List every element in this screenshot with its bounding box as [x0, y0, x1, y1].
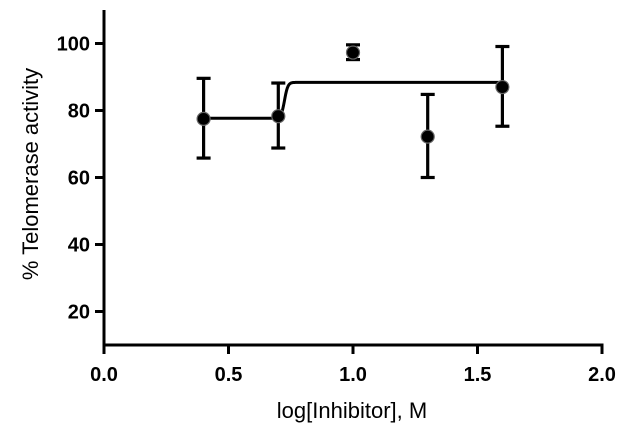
data-point	[196, 111, 211, 126]
data-point	[345, 45, 361, 60]
data-points	[196, 45, 510, 144]
y-ticks: 20 40 60 80 100	[57, 34, 104, 324]
data-point	[271, 109, 286, 124]
x-ticks: 0.0 0.5 1.0 1.5 2.0	[90, 345, 616, 386]
y-tick-label: 40	[68, 235, 90, 257]
y-tick-label: 60	[68, 168, 90, 190]
x-tick-label: 2.0	[588, 364, 616, 386]
x-tick-label: 0.0	[90, 364, 118, 386]
y-axis-title: % Telomerase activity	[18, 68, 43, 280]
y-tick-label: 100	[57, 34, 90, 56]
y-tick-label: 80	[68, 101, 90, 123]
x-tick-label: 1.5	[464, 364, 492, 386]
fit-curve	[203, 80, 503, 120]
x-axis-title: log[Inhibitor], M	[277, 398, 427, 423]
x-tick-label: 0.5	[215, 364, 243, 386]
error-bars	[196, 43, 510, 180]
data-point	[495, 79, 510, 95]
x-tick-label: 1.0	[339, 364, 367, 386]
y-tick-label: 20	[68, 302, 90, 324]
data-point	[420, 129, 435, 144]
